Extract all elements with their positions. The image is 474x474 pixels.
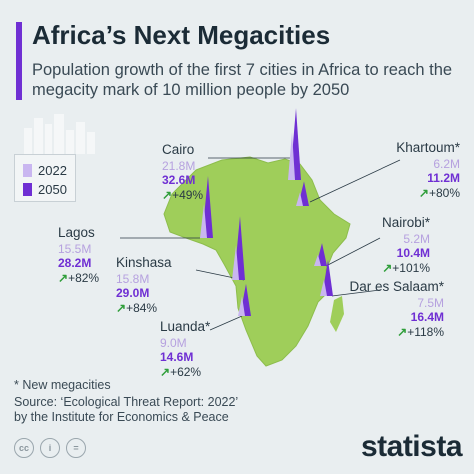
city-name: Khartoum* (396, 140, 460, 155)
value-2022: 5.2M (403, 231, 430, 246)
value-2022: 21.8M (162, 158, 196, 173)
legend-item-2050: 2050 (23, 182, 67, 197)
growth-text: +80% (428, 185, 460, 200)
growth-text: +62% (170, 364, 202, 379)
spike-2022 (200, 203, 207, 238)
growth-value: ↗+101% (382, 261, 430, 276)
city-label-nairobi: Nairobi* 5.2M 10.4M ↗+101% (381, 215, 430, 276)
growth-value: ↗+62% (160, 365, 210, 380)
value-2050: 11.2M (427, 171, 460, 185)
spike-2022 (288, 132, 295, 180)
title-accent-bar (16, 22, 22, 100)
city-name: Dar es Salaam* (349, 279, 444, 294)
growth-value: ↗+80% (396, 186, 460, 201)
legend: 2022 2050 (14, 154, 76, 202)
value-2050: 29.0M (116, 286, 150, 300)
growth-text: +84% (126, 300, 158, 315)
madagascar-shape (330, 296, 344, 332)
legend-swatch-2050 (23, 183, 32, 196)
chart-subtitle: Population growth of the first 7 cities … (32, 61, 453, 99)
growth-value: ↗+84% (116, 301, 172, 316)
value-2050: 28.2M (58, 256, 92, 270)
city-name: Nairobi* (381, 215, 430, 230)
growth-arrow-icon: ↗ (418, 185, 429, 200)
value-2022: 9.0M (160, 335, 187, 350)
city-name: Luanda* (160, 319, 211, 334)
value-2022: 6.2M (433, 156, 460, 171)
spike-2022 (232, 245, 239, 280)
growth-arrow-icon: ↗ (116, 300, 127, 315)
city-label-lagos: Lagos 15.5M 28.2M ↗+82% (58, 225, 99, 286)
growth-value: ↗+49% (162, 188, 203, 203)
spike-2022 (314, 254, 321, 266)
value-2050: 32.6M (162, 173, 196, 187)
value-2050: 10.4M (396, 246, 430, 260)
growth-text: +118% (407, 324, 444, 339)
city-label-dar-es-salaam: Dar es Salaam* 7.5M 16.4M ↗+118% (349, 279, 444, 340)
growth-arrow-icon: ↗ (382, 260, 393, 275)
source-line-2: by the Institute for Economics & Peace (14, 410, 229, 424)
legend-swatch-2022 (23, 164, 32, 177)
legend-item-2022: 2022 (23, 163, 67, 178)
legend-label-2050: 2050 (38, 182, 67, 197)
leader-lines (120, 157, 401, 331)
statista-logo[interactable]: statista (360, 430, 463, 463)
spike-2022 (238, 296, 245, 316)
city-skyline-icon (24, 114, 95, 154)
growth-arrow-icon: ↗ (58, 270, 69, 285)
growth-value: ↗+82% (58, 271, 99, 286)
value-2050: 16.4M (410, 310, 444, 324)
leader-line (209, 315, 243, 331)
legend-label-2022: 2022 (38, 163, 67, 178)
value-2022: 15.8M (116, 271, 150, 286)
info-icon[interactable]: i (40, 438, 60, 458)
leader-line (325, 237, 381, 267)
footnote-new-megacities: * New megacities (14, 378, 111, 392)
city-name: Kinshasa (116, 255, 172, 270)
equals-icon[interactable]: = (66, 438, 86, 458)
population-spikes (200, 108, 333, 316)
city-name: Lagos (58, 225, 95, 240)
city-label-luanda: Luanda* 9.0M 14.6M ↗+62% (160, 319, 211, 380)
city-label-khartoum: Khartoum* 6.2M 11.2M ↗+80% (396, 140, 460, 201)
spike-2022 (320, 279, 327, 296)
city-label-kinshasa: Kinshasa 15.8M 29.0M ↗+84% (116, 255, 172, 316)
growth-arrow-icon: ↗ (397, 324, 408, 339)
growth-value: ↗+118% (349, 325, 444, 340)
growth-text: +101% (392, 260, 430, 275)
value-2022: 7.5M (417, 295, 444, 310)
growth-arrow-icon: ↗ (162, 187, 173, 202)
city-name: Cairo (162, 142, 195, 157)
source-line-1: Source: ‘Ecological Threat Report: 2022’ (14, 395, 239, 409)
cc-icon[interactable]: cc (14, 438, 34, 458)
spike-2022 (296, 192, 303, 206)
chart-title: Africa’s Next Megacities (32, 20, 331, 50)
growth-text: +49% (172, 187, 204, 202)
city-label-cairo: Cairo 21.8M 32.6M ↗+49% (162, 142, 203, 203)
value-2050: 14.6M (160, 350, 194, 364)
value-2022: 15.5M (58, 241, 92, 256)
growth-text: +82% (68, 270, 100, 285)
leader-line (309, 159, 401, 203)
leader-line (331, 289, 381, 297)
growth-arrow-icon: ↗ (160, 364, 171, 379)
